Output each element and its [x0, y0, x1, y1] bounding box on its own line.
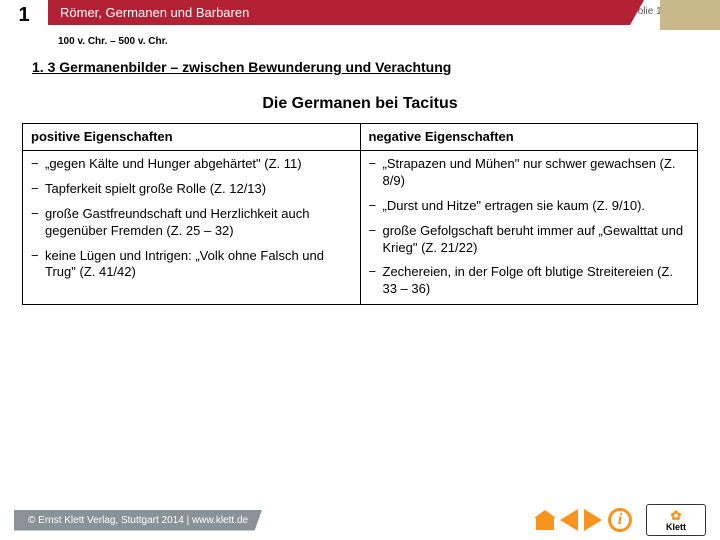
- comparison-table: positive Eigenschaften negative Eigensch…: [22, 123, 698, 305]
- list-item: große Gefolgschaft beruht immer auf „Gew…: [369, 223, 690, 257]
- list-item: „gegen Kälte und Hunger abgehärtet" (Z. …: [31, 156, 352, 173]
- header: 1 Römer, Germanen und Barbaren: [0, 0, 720, 30]
- list-item: Tapferkeit spielt große Rolle (Z. 12/13): [31, 181, 352, 198]
- title-bar: Römer, Germanen und Barbaren: [48, 0, 720, 25]
- footer: © Ernst Klett Verlag, Stuttgart 2014 | w…: [0, 500, 720, 540]
- col-header-positive: positive Eigenschaften: [23, 124, 361, 151]
- copyright: © Ernst Klett Verlag, Stuttgart 2014 | w…: [14, 510, 262, 531]
- logo-text: Klett: [666, 522, 686, 532]
- col-header-negative: negative Eigenschaften: [360, 124, 698, 151]
- list-item: keine Lügen und Intrigen: „Volk ohne Fal…: [31, 248, 352, 282]
- main-title: Die Germanen bei Tacitus: [0, 95, 720, 113]
- klett-logo: ✿ Klett: [646, 504, 706, 536]
- info-button[interactable]: i: [608, 505, 632, 535]
- list-item: „Strapazen und Mühen" nur schwer gewachs…: [369, 156, 690, 190]
- cell-negative: „Strapazen und Mühen" nur schwer gewachs…: [360, 151, 698, 305]
- clover-icon: ✿: [671, 509, 682, 522]
- header-stripe: [660, 0, 720, 30]
- chapter-number: 1: [0, 4, 48, 27]
- next-button[interactable]: [584, 505, 602, 535]
- list-item: große Gastfreundschaft und Herzlichkeit …: [31, 206, 352, 240]
- section-title: 1. 3 Germanenbilder – zwischen Bewunderu…: [32, 59, 720, 75]
- prev-button[interactable]: [560, 505, 578, 535]
- list-item: Zechereien, in der Folge oft blutige Str…: [369, 264, 690, 298]
- nav-controls: i ✿ Klett: [536, 504, 706, 536]
- cell-positive: „gegen Kälte und Hunger abgehärtet" (Z. …: [23, 151, 361, 305]
- timeline: 100 v. Chr. – 500 v. Chr.: [58, 36, 720, 47]
- list-item: „Durst und Hitze" ertragen sie kaum (Z. …: [369, 198, 690, 215]
- home-button[interactable]: [536, 505, 554, 535]
